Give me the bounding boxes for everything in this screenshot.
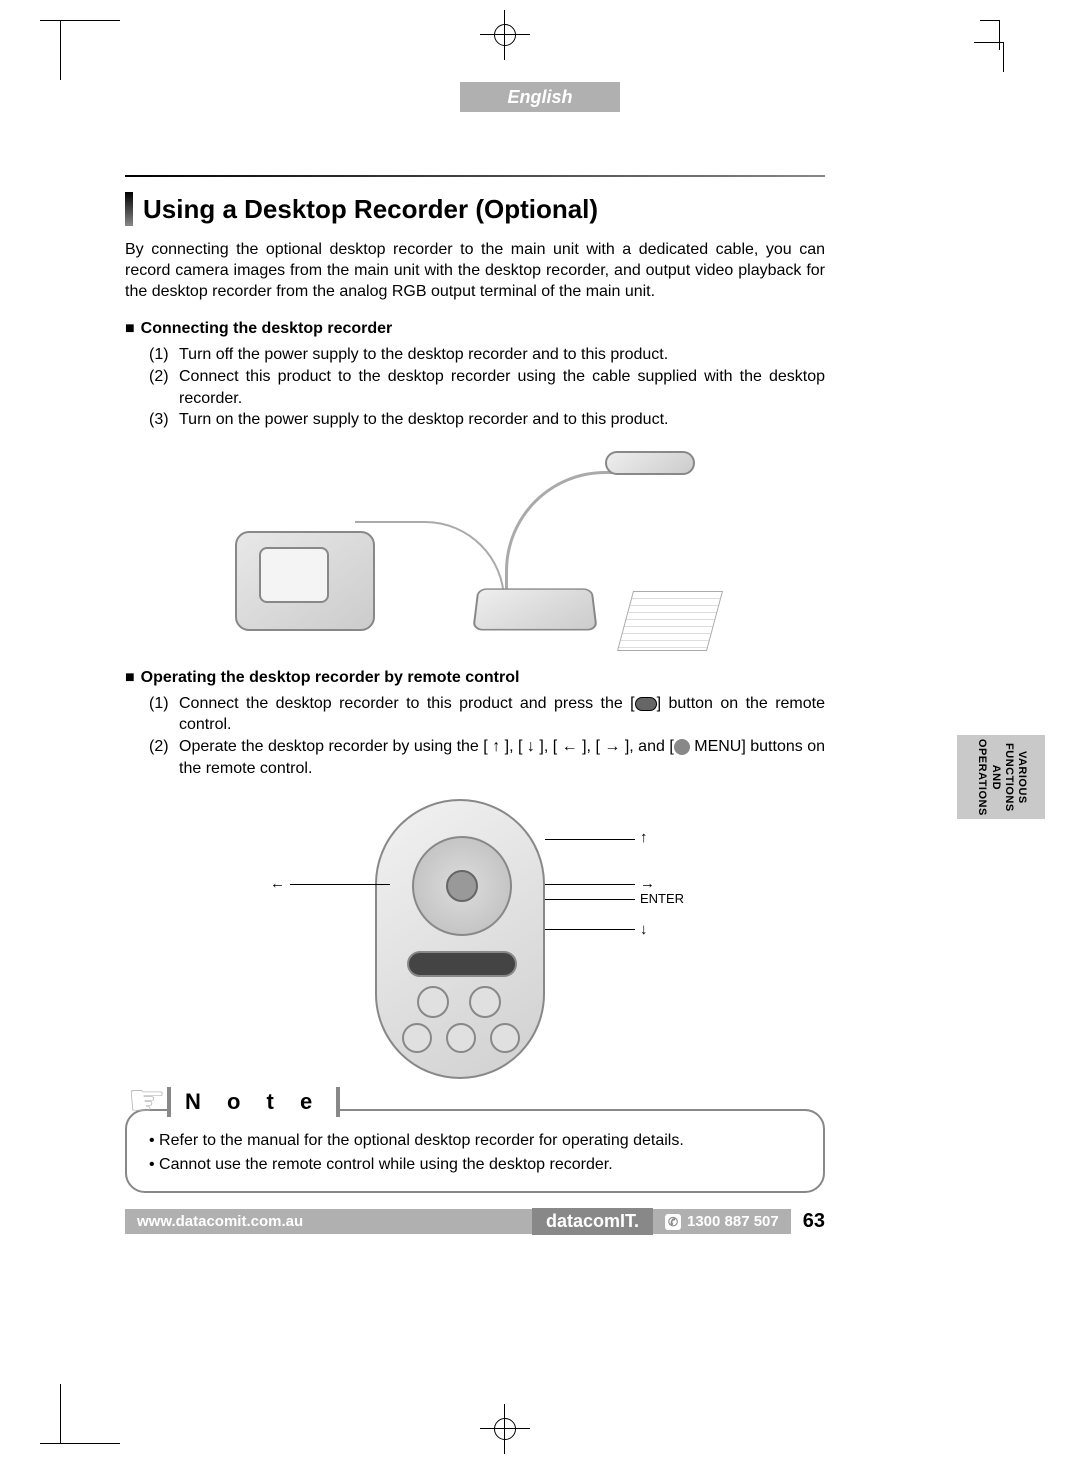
footer-url: www.datacomit.com.au [125,1209,532,1234]
step-text: Turn on the power supply to the desktop … [179,409,668,431]
menu-button-icon [674,739,690,755]
step-text: Connect the desktop recorder to this pro… [179,693,825,736]
label-up: ↑ [640,829,648,846]
registration-mark [480,1404,530,1454]
language-tab: English [460,82,620,112]
label-enter: ENTER [640,891,684,906]
label-left: ← [270,875,285,892]
page-footer: www.datacomit.com.au datacomIT. ✆1300 88… [125,1208,825,1234]
crop-mark [60,20,61,80]
figure-remote: ↑ ← → ENTER ↓ [245,799,705,1079]
label-right: → [640,875,655,892]
note-item: Refer to the manual for the optional des… [149,1129,801,1153]
title-rule [125,175,825,177]
footer-brand: datacomIT. [532,1208,653,1235]
step-text: Turn off the power supply to the desktop… [179,344,668,366]
page-number: 63 [803,1210,825,1233]
step-text: Connect this product to the desktop reco… [179,366,825,409]
figure-connection [225,451,725,651]
note-box: ☞ N o t e Refer to the manual for the op… [125,1109,825,1193]
footer-phone: ✆1300 887 507 [653,1209,791,1234]
subheading-1: ■Connecting the desktop recorder [125,320,825,338]
hand-icon: ☞ [127,1075,166,1126]
crop-mark [60,1384,61,1444]
title-accent [125,192,133,226]
remote-button-icon [635,697,657,711]
intro-text: By connecting the optional desktop recor… [125,240,825,302]
crop-mark [40,20,120,21]
page-content: Using a Desktop Recorder (Optional) By c… [125,175,825,1193]
label-down: ↓ [640,921,648,938]
step-text: Operate the desktop recorder by using th… [179,736,825,779]
registration-mark [480,10,530,60]
page-title: Using a Desktop Recorder (Optional) [143,194,598,225]
crop-mark [40,1443,120,1444]
crop-mark [974,42,1004,72]
subheading-2: ■Operating the desktop recorder by remot… [125,669,825,687]
section-tab: VARIOUS FUNCTIONS AND OPERATIONS [957,735,1045,819]
note-label: N o t e [167,1087,340,1117]
note-item: Cannot use the remote control while usin… [149,1153,801,1177]
